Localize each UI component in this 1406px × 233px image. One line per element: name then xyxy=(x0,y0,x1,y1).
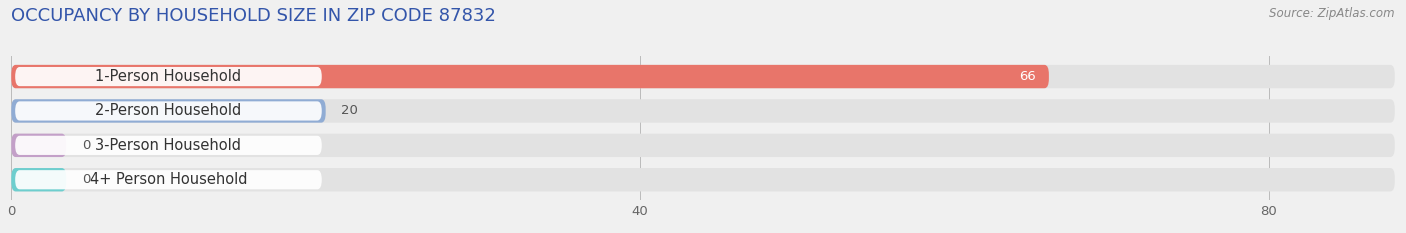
FancyBboxPatch shape xyxy=(11,134,66,157)
FancyBboxPatch shape xyxy=(11,65,1049,88)
FancyBboxPatch shape xyxy=(11,168,1395,192)
Text: Source: ZipAtlas.com: Source: ZipAtlas.com xyxy=(1270,7,1395,20)
FancyBboxPatch shape xyxy=(11,99,1395,123)
FancyBboxPatch shape xyxy=(15,170,322,189)
FancyBboxPatch shape xyxy=(15,67,322,86)
Text: 2-Person Household: 2-Person Household xyxy=(96,103,242,118)
Text: 4+ Person Household: 4+ Person Household xyxy=(90,172,247,187)
FancyBboxPatch shape xyxy=(11,99,326,123)
FancyBboxPatch shape xyxy=(11,134,1395,157)
FancyBboxPatch shape xyxy=(15,136,322,155)
Text: OCCUPANCY BY HOUSEHOLD SIZE IN ZIP CODE 87832: OCCUPANCY BY HOUSEHOLD SIZE IN ZIP CODE … xyxy=(11,7,496,25)
Text: 0: 0 xyxy=(82,173,90,186)
Text: 20: 20 xyxy=(342,104,359,117)
FancyBboxPatch shape xyxy=(15,101,322,120)
Text: 0: 0 xyxy=(82,139,90,152)
FancyBboxPatch shape xyxy=(11,168,66,192)
FancyBboxPatch shape xyxy=(11,65,1395,88)
Text: 1-Person Household: 1-Person Household xyxy=(96,69,242,84)
Text: 3-Person Household: 3-Person Household xyxy=(96,138,242,153)
Text: 66: 66 xyxy=(1019,70,1036,83)
